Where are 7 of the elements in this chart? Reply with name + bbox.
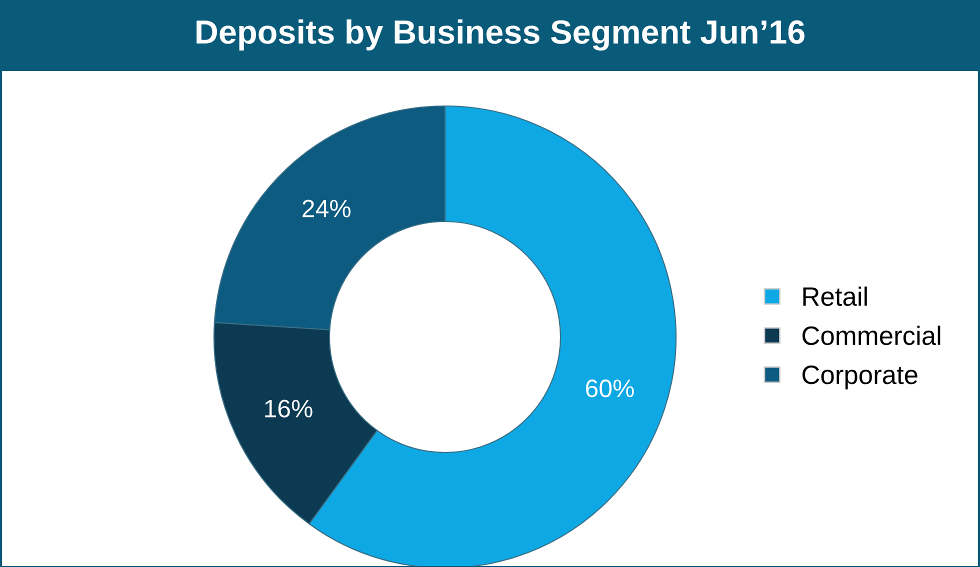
data-label: 24% [302,200,351,218]
data-label: 16% [265,400,312,418]
legend-label: Corporate [802,366,918,390]
legend-label: Commercial [802,326,940,346]
chart-title: Deposits by Business Segment Jun’16 [196,19,804,51]
legend-label: Retail [803,286,867,306]
data-label: 60% [586,380,634,398]
